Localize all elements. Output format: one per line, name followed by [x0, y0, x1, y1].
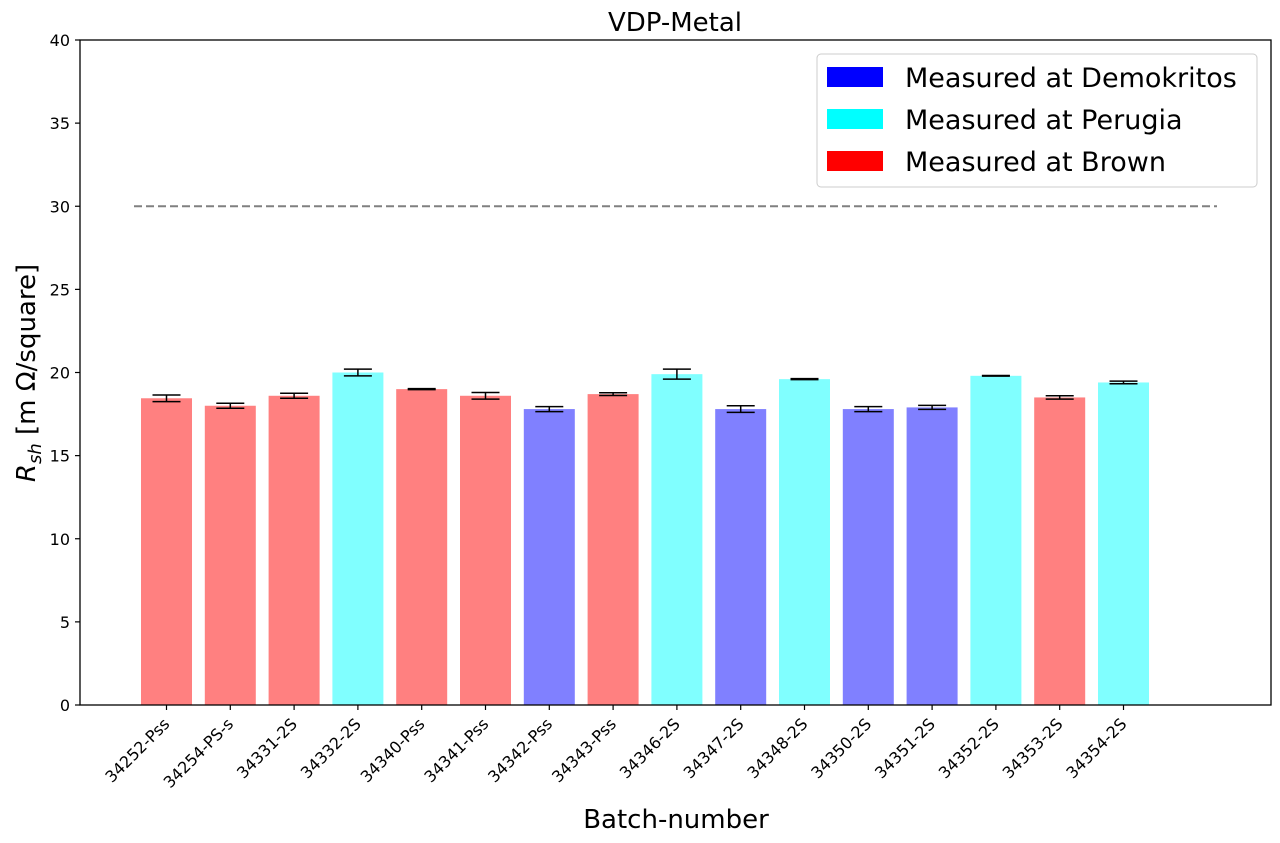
bar-34352-2S	[970, 375, 1022, 705]
chart-title: VDP-Metal	[608, 8, 742, 38]
bar-34342-Pss	[523, 409, 575, 705]
bar-34354-2S	[1098, 382, 1149, 705]
error-bar-34343-Pss	[599, 392, 628, 397]
x-tick-label: 34352-2S	[935, 714, 1003, 782]
legend-label: Measured at Brown	[905, 147, 1166, 178]
bar-34351-2S	[906, 407, 958, 705]
y-tick-label: 15	[50, 447, 70, 466]
y-tick-label: 40	[50, 31, 70, 50]
error-bar-34351-2S	[918, 404, 947, 411]
legend-swatch	[827, 109, 883, 129]
y-axis-title: Rsh [m Ω/square]	[12, 264, 46, 482]
bar-34331-2S	[268, 395, 320, 705]
x-tick-label: 34351-2S	[871, 714, 939, 782]
error-bar-34347-2S	[726, 405, 755, 414]
y-axis-title-sub: sh	[25, 443, 46, 464]
bar-34347-2S	[715, 409, 767, 705]
bar-34348-2S	[779, 379, 830, 705]
error-bar-34353-2S	[1045, 395, 1074, 400]
y-tick-label: 5	[60, 613, 70, 632]
x-tick-label: 34346-2S	[616, 714, 684, 782]
legend-swatch	[827, 67, 883, 87]
legend-swatch	[827, 151, 883, 171]
error-bar-34331-2S	[280, 392, 309, 400]
x-tick-label: 34342-Pss	[484, 714, 556, 786]
legend-frame	[816, 53, 1258, 188]
x-axis-title: Batch-number	[583, 805, 769, 835]
bar-34346-2S	[651, 374, 703, 705]
legend-label: Measured at Demokritos	[905, 63, 1237, 94]
error-bar-34354-2S	[1109, 380, 1138, 385]
x-tick-label: 34348-2S	[743, 714, 811, 782]
x-tick-label: 34332-2S	[297, 714, 365, 782]
y-tick-label: 10	[50, 530, 70, 549]
legend-label: Measured at Perugia	[905, 105, 1183, 136]
bars-group	[141, 372, 1149, 705]
x-tick-label: 34350-2S	[807, 714, 875, 782]
error-bar-34352-2S	[981, 374, 1010, 377]
y-tick-label: 20	[50, 364, 70, 383]
error-bar-34341-Pss	[471, 391, 500, 400]
error-bar-34252-Pss	[152, 394, 181, 403]
bar-34341-Pss	[460, 395, 511, 705]
error-bars-group	[152, 368, 1138, 414]
bar-34350-2S	[842, 409, 894, 705]
y-tick-label: 30	[50, 197, 70, 216]
bar-34332-2S	[332, 372, 384, 705]
x-axis: 34252-Pss34254-PS-s34331-2S34332-2S34340…	[101, 705, 1130, 792]
bar-34343-Pss	[587, 394, 639, 705]
y-tick-label: 25	[50, 280, 70, 299]
bar-34254-PS-s	[204, 405, 256, 705]
x-tick-label: 34331-2S	[233, 714, 301, 782]
x-tick-label: 34341-Pss	[420, 714, 492, 786]
x-tick-label: 34343-Pss	[548, 714, 620, 786]
error-bar-34350-2S	[854, 405, 883, 413]
bar-34353-2S	[1034, 397, 1086, 705]
y-axis: 0 5 10 15 20 25 30 35 40	[50, 31, 80, 715]
error-bar-34346-2S	[662, 368, 691, 380]
bar-34340-Pss	[396, 389, 448, 705]
error-bar-34340-Pss	[407, 387, 436, 391]
x-tick-label: 34353-2S	[999, 714, 1067, 782]
y-axis-title-main: R	[12, 464, 42, 482]
y-axis-title-unit: [m Ω/square]	[12, 264, 42, 443]
error-bar-34254-PS-s	[216, 402, 245, 409]
x-tick-label: 34354-2S	[1062, 714, 1130, 782]
x-tick-label: 34347-2S	[680, 714, 748, 782]
x-tick-label: 34340-Pss	[357, 714, 429, 786]
error-bar-34332-2S	[343, 368, 372, 377]
y-tick-label: 0	[60, 696, 70, 715]
legend: Measured at Demokritos Measured at Perugi…	[816, 53, 1258, 188]
y-tick-label: 35	[50, 114, 70, 133]
error-bar-34342-Pss	[535, 405, 564, 413]
error-bar-34348-2S	[790, 377, 819, 381]
bar-34252-Pss	[141, 398, 192, 705]
